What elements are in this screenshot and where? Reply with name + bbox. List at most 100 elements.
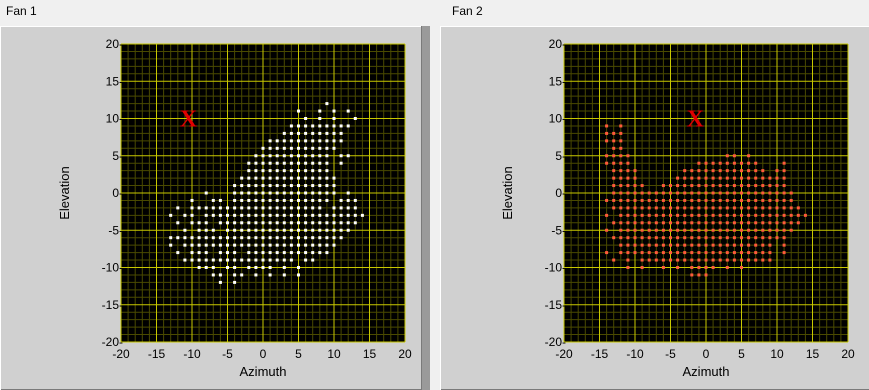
data-point [626, 221, 630, 225]
data-point [318, 243, 322, 247]
data-point [204, 243, 208, 247]
data-point [626, 161, 630, 165]
x-tick-label: 20 [841, 347, 855, 361]
data-point [676, 191, 680, 195]
data-point [768, 206, 772, 210]
y-tick-label: -20- [545, 335, 566, 349]
data-point [676, 213, 680, 217]
x-tick-label: -10 [626, 347, 644, 361]
data-point [339, 198, 343, 202]
data-point [282, 161, 286, 165]
data-point [683, 206, 687, 210]
data-point [268, 169, 272, 173]
x-tick-label: 15 [363, 347, 377, 361]
data-point [647, 236, 651, 240]
data-point [789, 198, 793, 202]
data-point [661, 221, 665, 225]
data-point [718, 184, 722, 188]
data-point [332, 124, 336, 128]
data-point [732, 191, 736, 195]
data-point [619, 221, 623, 225]
data-point [254, 236, 258, 240]
data-point [311, 124, 315, 128]
data-point [740, 221, 743, 225]
x-tick-label: -15 [148, 347, 166, 361]
y-tick-label: 15- [106, 74, 123, 88]
data-point [697, 206, 701, 210]
data-point [669, 198, 672, 202]
data-point [282, 266, 286, 269]
data-point [240, 184, 244, 188]
data-point [690, 228, 694, 232]
data-point [261, 191, 265, 195]
data-point [304, 124, 308, 128]
data-point [768, 198, 772, 202]
data-point [204, 251, 208, 255]
data-point [782, 161, 786, 165]
data-point [782, 198, 786, 202]
data-point [226, 206, 229, 210]
data-point [318, 154, 322, 158]
data-point [261, 154, 265, 158]
data-point [619, 213, 623, 217]
data-point [640, 206, 644, 210]
data-point [761, 228, 765, 232]
data-point [612, 206, 616, 210]
data-point [297, 154, 300, 158]
data-point [669, 213, 672, 217]
data-point [289, 191, 293, 195]
data-point [768, 184, 772, 188]
data-point [732, 221, 736, 225]
data-point [626, 169, 630, 173]
data-point [247, 169, 251, 173]
data-point [318, 161, 322, 165]
data-point [247, 176, 251, 180]
data-point [725, 228, 729, 232]
data-point [661, 236, 665, 240]
y-tick-label: -5- [551, 223, 566, 237]
data-point [282, 184, 286, 188]
data-point [704, 273, 708, 277]
data-point [725, 251, 729, 255]
data-point [318, 109, 322, 113]
data-point [226, 236, 229, 240]
data-point [282, 206, 286, 210]
data-point [740, 169, 743, 173]
data-point [346, 206, 350, 210]
fan1-graph-panel[interactable]: X -20 -15 -10 -5 0 5 10 15 20 20- 15- 10- 5- 0- -5- -10-… [0, 26, 430, 390]
data-point [247, 161, 251, 165]
data-point [711, 221, 715, 225]
data-point [247, 221, 251, 225]
data-point [325, 228, 329, 232]
data-point [304, 169, 308, 173]
data-point [204, 206, 208, 210]
data-point [711, 176, 715, 180]
data-point [605, 139, 609, 143]
fan2-graph-panel[interactable]: X -20 -15 -10 -5 0 5 10 15 20 20- 15- 10- 5- 0- -5- -10-… [440, 26, 869, 390]
data-point [654, 236, 658, 240]
fan2-scatter-plot: X -20 -15 -10 -5 0 5 10 15 20 20- 15- 10- 5- 0- -5- -10-… [500, 37, 855, 379]
data-point [211, 206, 215, 210]
data-point [289, 146, 293, 150]
data-point [226, 258, 229, 262]
data-point [176, 251, 180, 255]
data-point [725, 206, 729, 210]
data-point [697, 176, 701, 180]
data-point [339, 161, 343, 165]
data-point [311, 258, 315, 262]
data-point [311, 213, 315, 217]
fan1-scatter-plot: X -20 -15 -10 -5 0 5 10 15 20 20- 15- 10- 5- 0- -5- -10-… [57, 37, 412, 379]
data-point [754, 228, 758, 232]
data-point [240, 198, 244, 202]
data-point [304, 258, 308, 262]
fan1-panel-scrollbar[interactable] [421, 26, 430, 390]
data-point [311, 243, 315, 247]
data-point [183, 243, 187, 247]
data-point [690, 258, 694, 262]
data-point [647, 243, 651, 247]
data-point [633, 184, 637, 188]
data-point [311, 184, 315, 188]
data-point [732, 198, 736, 202]
data-point [346, 109, 350, 113]
data-point [325, 198, 329, 202]
